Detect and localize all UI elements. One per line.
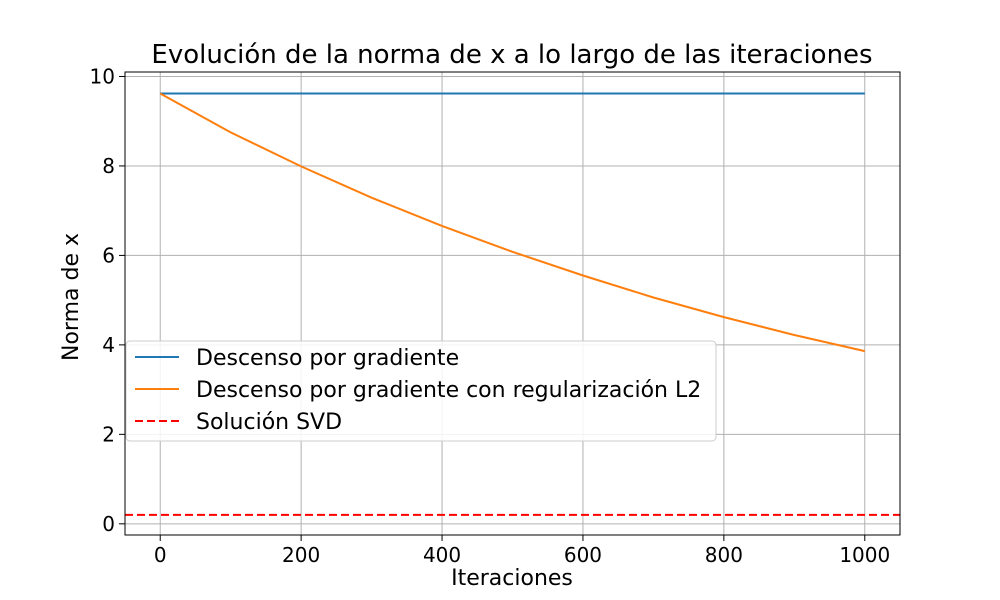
plot-frame (124, 71, 901, 536)
y-tick-label: 4 (102, 333, 115, 357)
legend-box (125, 340, 717, 442)
series-line-1 (159, 92, 866, 353)
legend-label-0: Descenso por gradiente (196, 346, 459, 371)
legend-label-1: Descenso por gradiente con regularizació… (196, 378, 701, 403)
series-layer (125, 92, 900, 516)
y-tick-label: 0 (102, 512, 115, 536)
x-tick-label: 1000 (839, 543, 890, 567)
x-tick-label: 600 (564, 543, 602, 567)
y-tick-label: 8 (102, 154, 115, 178)
x-tick-label: 0 (154, 543, 167, 567)
chart-title: Evolución de la norma de x a lo largo de… (151, 40, 872, 70)
legend-label-2: Solución SVD (196, 410, 342, 435)
y-tick-label: 6 (102, 243, 115, 267)
x-tick-label: 200 (282, 543, 320, 567)
x-tick-label: 400 (423, 543, 461, 567)
y-axis-label: Norma de x (59, 233, 84, 361)
y-tick-label: 2 (102, 422, 115, 446)
y-tick-label: 10 (90, 64, 115, 88)
legend: Descenso por gradiente Descenso por gradi… (125, 340, 717, 442)
x-axis-label: Iteraciones (451, 566, 573, 591)
x-tick-label: 800 (705, 543, 743, 567)
ticks: 0 200 400 600 800 1000 0 2 4 6 8 10 (90, 64, 891, 567)
